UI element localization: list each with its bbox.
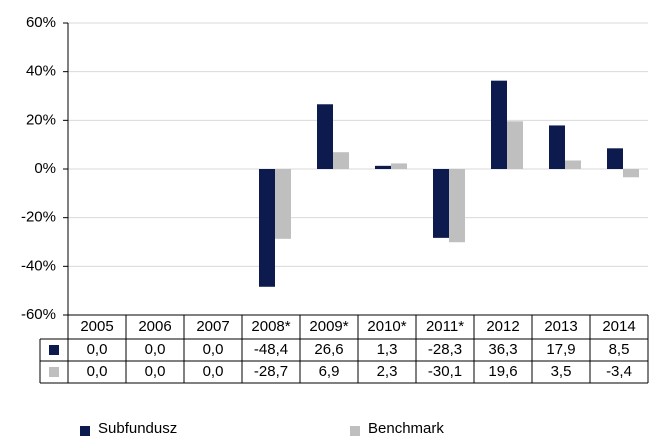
bar — [433, 169, 449, 238]
data-label: -48,4 — [254, 341, 288, 358]
x-tick-label: 2008* — [251, 318, 290, 335]
table-legend-key — [49, 345, 59, 355]
data-label: 0,0 — [87, 363, 108, 380]
bar — [259, 169, 275, 287]
bar — [549, 125, 565, 169]
y-tick-label: 0% — [34, 160, 56, 177]
data-label: 19,6 — [488, 363, 517, 380]
data-label: 36,3 — [488, 341, 517, 358]
data-label: -28,3 — [428, 341, 462, 358]
data-label: 8,5 — [609, 341, 630, 358]
bar — [623, 169, 639, 178]
data-label: 1,3 — [377, 341, 398, 358]
x-tick-label: 2006 — [138, 318, 171, 335]
legend-key — [350, 426, 360, 436]
data-label: 0,0 — [87, 341, 108, 358]
legend-label: Benchmark — [368, 420, 444, 436]
x-tick-label: 2012 — [486, 318, 519, 335]
legend-key — [80, 426, 90, 436]
bar — [375, 165, 391, 169]
y-tick-label: -20% — [21, 209, 56, 226]
table-legend-key — [49, 367, 59, 377]
bar — [317, 104, 333, 169]
data-label: 2,3 — [377, 363, 398, 380]
bar — [565, 160, 581, 169]
y-tick-label: -60% — [21, 306, 56, 323]
data-label: 0,0 — [145, 341, 166, 358]
x-tick-label: 2007 — [196, 318, 229, 335]
x-tick-label: 2013 — [544, 318, 577, 335]
data-label: 26,6 — [314, 341, 343, 358]
x-tick-label: 2014 — [602, 318, 635, 335]
data-label: -30,1 — [428, 363, 462, 380]
x-tick-label: 2011* — [426, 318, 464, 335]
data-label: 17,9 — [546, 341, 575, 358]
data-label: 0,0 — [203, 363, 224, 380]
y-tick-label: -40% — [21, 257, 56, 274]
data-label: 0,0 — [145, 363, 166, 380]
bar — [275, 169, 291, 239]
data-label: 3,5 — [551, 363, 572, 380]
legend-label: Subfundusz — [98, 420, 177, 436]
bar — [449, 169, 465, 243]
data-label: 0,0 — [203, 341, 224, 358]
x-tick-label: 2009* — [309, 318, 348, 335]
data-label: 6,9 — [319, 363, 340, 380]
x-tick-label: 2010* — [367, 318, 406, 335]
y-tick-label: 60% — [26, 14, 56, 31]
data-label: -28,7 — [254, 363, 288, 380]
bar — [607, 148, 623, 169]
bar — [391, 163, 407, 169]
y-tick-label: 20% — [26, 111, 56, 128]
bar — [491, 80, 507, 169]
data-label: -3,4 — [606, 363, 632, 380]
bar — [333, 152, 349, 169]
x-tick-label: 2005 — [80, 318, 113, 335]
bar — [507, 121, 523, 169]
y-tick-label: 40% — [26, 63, 56, 80]
